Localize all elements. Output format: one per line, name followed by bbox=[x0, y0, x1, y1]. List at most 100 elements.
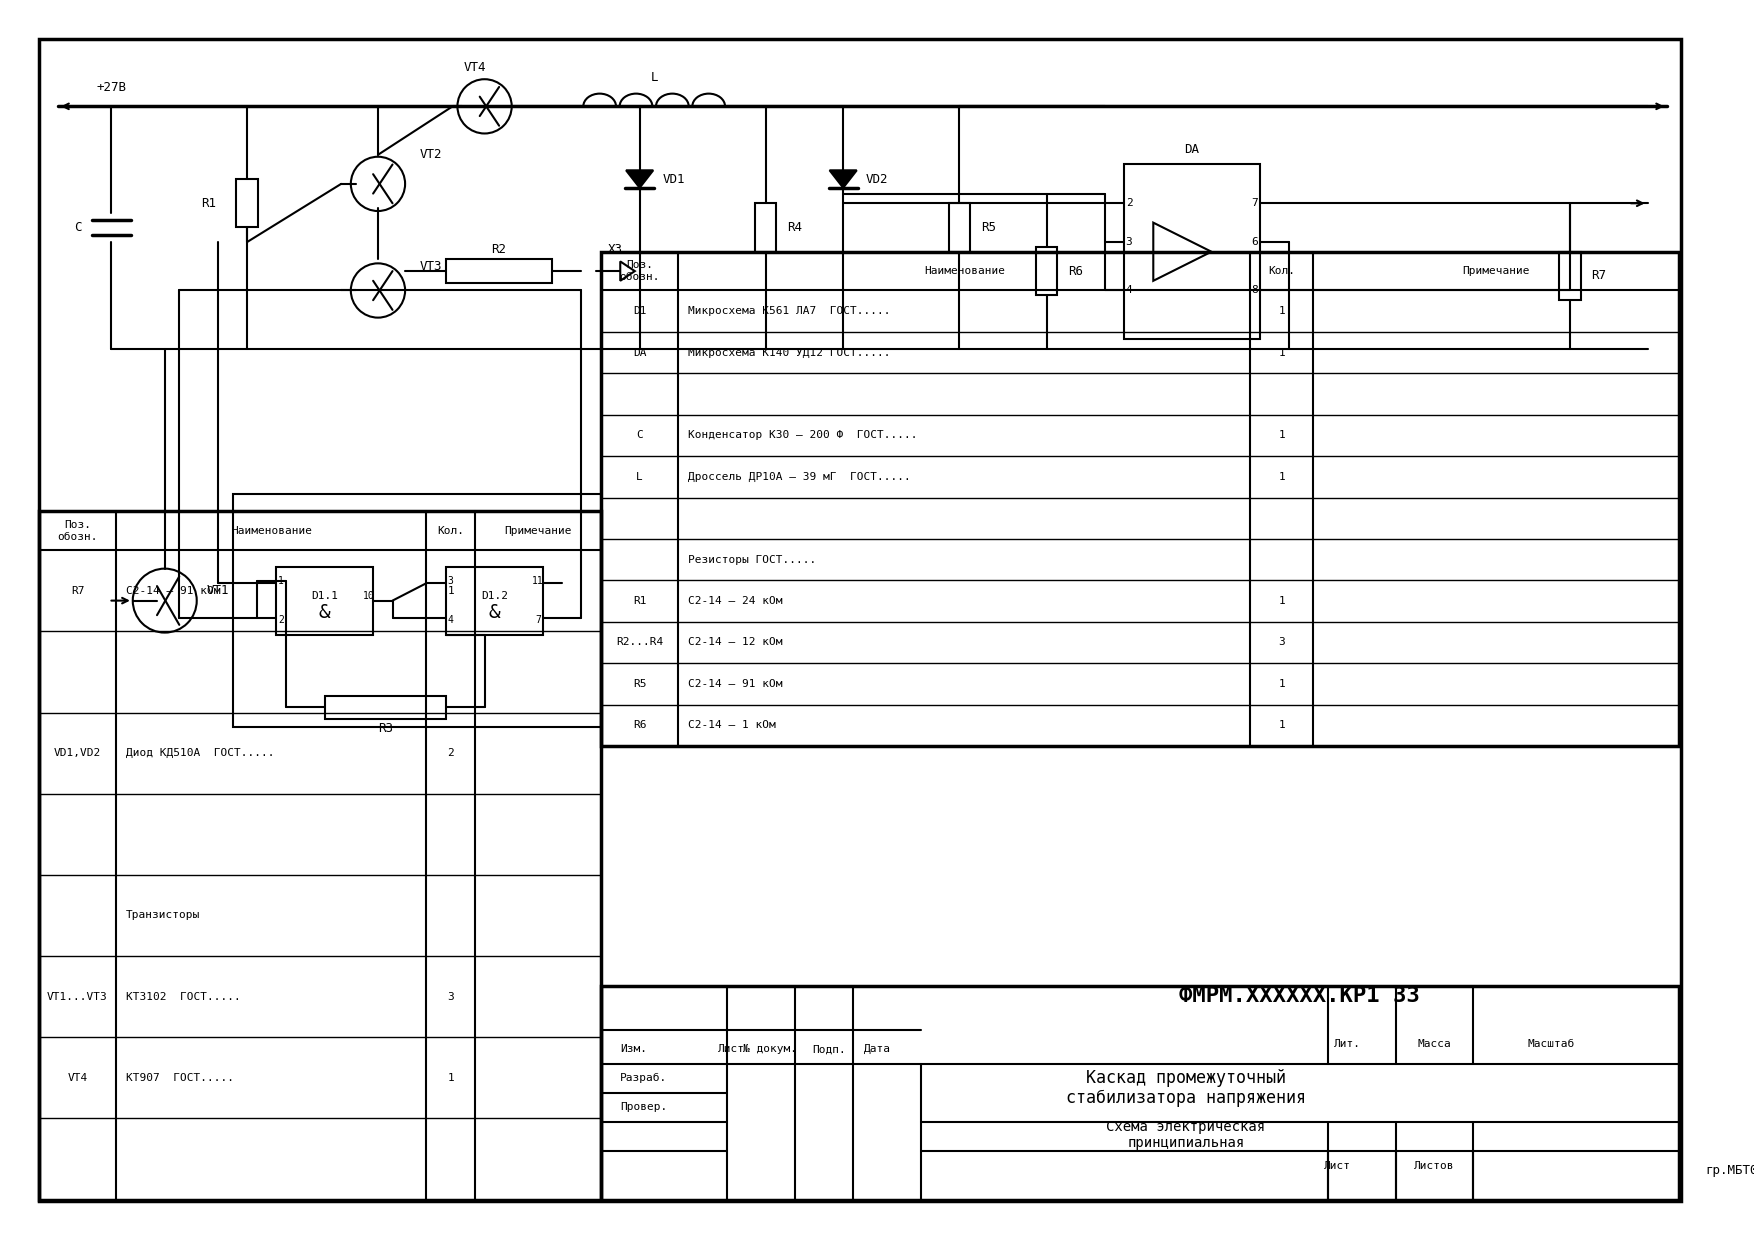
Text: Лист: Лист bbox=[1324, 1161, 1351, 1171]
Text: ФМРМ.XXXXXX.КР1 ЗЗ: ФМРМ.XXXXXX.КР1 ЗЗ bbox=[1179, 986, 1421, 1006]
Text: 7: 7 bbox=[1252, 198, 1258, 208]
Text: D1.2: D1.2 bbox=[481, 590, 507, 600]
Text: Кол.: Кол. bbox=[437, 526, 465, 536]
Text: Изм.: Изм. bbox=[621, 1044, 647, 1054]
Text: 1: 1 bbox=[447, 1073, 454, 1083]
Text: 1: 1 bbox=[279, 577, 284, 587]
Text: Примечание: Примечание bbox=[503, 526, 572, 536]
Polygon shape bbox=[830, 170, 856, 187]
Text: 2: 2 bbox=[447, 748, 454, 758]
Text: Подп.: Подп. bbox=[812, 1044, 845, 1054]
Text: 11: 11 bbox=[531, 577, 544, 587]
Text: 10: 10 bbox=[363, 590, 374, 600]
Bar bbox=[446, 567, 542, 635]
Text: Провер.: Провер. bbox=[621, 1102, 668, 1112]
Text: стабилизатора напряжения: стабилизатора напряжения bbox=[1066, 1089, 1307, 1107]
Text: С2-14 – 1 кОм: С2-14 – 1 кОм bbox=[688, 720, 775, 730]
Text: Х3: Х3 bbox=[609, 243, 623, 257]
Text: С2-14 – 91 кОм: С2-14 – 91 кОм bbox=[126, 585, 221, 595]
Text: Лит.: Лит. bbox=[1333, 1039, 1361, 1049]
Bar bbox=[602, 986, 1679, 1199]
Text: Лист: Лист bbox=[717, 1044, 745, 1054]
Text: VD2: VD2 bbox=[866, 172, 888, 186]
Text: гр.МБТ01: гр.МБТ01 bbox=[1705, 1164, 1754, 1177]
Bar bbox=[949, 203, 970, 252]
Text: 2: 2 bbox=[1126, 198, 1133, 208]
Text: R7: R7 bbox=[70, 585, 84, 595]
Text: VT2: VT2 bbox=[419, 149, 442, 161]
Bar bbox=[1559, 252, 1580, 300]
Text: DA: DA bbox=[633, 347, 647, 357]
Bar bbox=[39, 511, 602, 1199]
Text: 1: 1 bbox=[1279, 678, 1286, 689]
Text: L: L bbox=[651, 71, 658, 84]
Text: Конденсатор К30 – 200 Ф  ГОСТ.....: Конденсатор К30 – 200 Ф ГОСТ..... bbox=[688, 430, 917, 440]
Text: 4: 4 bbox=[447, 615, 454, 625]
Text: принципиальная: принципиальная bbox=[1128, 1136, 1245, 1151]
Text: 3: 3 bbox=[1279, 637, 1286, 647]
Text: Микросхема К140 УД12 ГОСТ.....: Микросхема К140 УД12 ГОСТ..... bbox=[688, 347, 891, 357]
Text: R5: R5 bbox=[633, 678, 647, 689]
Text: Примечание: Примечание bbox=[1463, 267, 1529, 277]
Text: VT3: VT3 bbox=[419, 259, 442, 273]
Text: VT1: VT1 bbox=[207, 584, 230, 598]
Text: С2-14 – 24 кОм: С2-14 – 24 кОм bbox=[688, 596, 782, 606]
Text: VT4: VT4 bbox=[67, 1073, 88, 1083]
Text: КТ3102  ГОСТ.....: КТ3102 ГОСТ..... bbox=[126, 992, 240, 1002]
Text: Масса: Масса bbox=[1417, 1039, 1451, 1049]
Text: 7: 7 bbox=[535, 615, 540, 625]
Text: VD1: VD1 bbox=[663, 172, 684, 186]
Bar bbox=[446, 259, 553, 283]
Text: DA: DA bbox=[1184, 144, 1200, 156]
Text: C: C bbox=[637, 430, 644, 440]
Text: 1: 1 bbox=[447, 585, 454, 595]
Text: С2-14 – 12 кОм: С2-14 – 12 кОм bbox=[688, 637, 782, 647]
Text: R1: R1 bbox=[633, 596, 647, 606]
Text: 1: 1 bbox=[1279, 472, 1286, 482]
Bar bbox=[275, 567, 374, 635]
Text: R2: R2 bbox=[491, 243, 507, 257]
Bar bbox=[237, 179, 258, 227]
Text: 1: 1 bbox=[1279, 596, 1286, 606]
Text: VD1,VD2: VD1,VD2 bbox=[54, 748, 102, 758]
Text: Поз.
обозн.: Поз. обозн. bbox=[619, 260, 660, 281]
Text: Поз.
обозн.: Поз. обозн. bbox=[58, 520, 98, 542]
Text: Наименование: Наименование bbox=[232, 526, 312, 536]
Text: 4: 4 bbox=[1126, 285, 1133, 295]
Text: 1: 1 bbox=[1279, 306, 1286, 316]
Text: &: & bbox=[488, 603, 500, 621]
Bar bbox=[1037, 247, 1058, 295]
Text: 3: 3 bbox=[1126, 237, 1133, 247]
Text: № докум.: № докум. bbox=[744, 1044, 798, 1054]
Text: 1: 1 bbox=[1279, 720, 1286, 730]
Text: VT4: VT4 bbox=[463, 61, 486, 74]
Text: 1: 1 bbox=[1279, 347, 1286, 357]
Text: Транзисторы: Транзисторы bbox=[126, 910, 200, 920]
Bar bbox=[754, 203, 777, 252]
Text: +27В: +27В bbox=[96, 81, 126, 94]
Text: Кол.: Кол. bbox=[1268, 267, 1294, 277]
Bar bbox=[324, 696, 446, 719]
Text: &: & bbox=[319, 603, 330, 621]
Text: Диод КД510А  ГОСТ.....: Диод КД510А ГОСТ..... bbox=[126, 748, 274, 758]
Text: R6: R6 bbox=[1068, 264, 1084, 278]
Text: Разраб.: Разраб. bbox=[621, 1074, 668, 1084]
Text: 3: 3 bbox=[447, 577, 454, 587]
Text: R5: R5 bbox=[980, 221, 996, 234]
Text: C: C bbox=[74, 221, 81, 234]
Bar bbox=[602, 252, 1679, 746]
Text: 6: 6 bbox=[1252, 237, 1258, 247]
Text: VT1...VT3: VT1...VT3 bbox=[47, 992, 109, 1002]
Text: R4: R4 bbox=[788, 221, 802, 234]
Text: 2: 2 bbox=[279, 615, 284, 625]
Text: С2-14 – 91 кОм: С2-14 – 91 кОм bbox=[688, 678, 782, 689]
Text: Схема электрическая: Схема электрическая bbox=[1107, 1120, 1266, 1133]
Text: R7: R7 bbox=[1591, 269, 1607, 283]
Text: Резисторы ГОСТ.....: Резисторы ГОСТ..... bbox=[688, 554, 816, 564]
Text: D1.1: D1.1 bbox=[310, 590, 339, 600]
Text: L: L bbox=[637, 472, 644, 482]
Text: R3: R3 bbox=[377, 722, 393, 735]
Bar bbox=[1124, 165, 1259, 339]
Text: КТ907  ГОСТ.....: КТ907 ГОСТ..... bbox=[126, 1073, 233, 1083]
Text: R1: R1 bbox=[202, 197, 216, 210]
